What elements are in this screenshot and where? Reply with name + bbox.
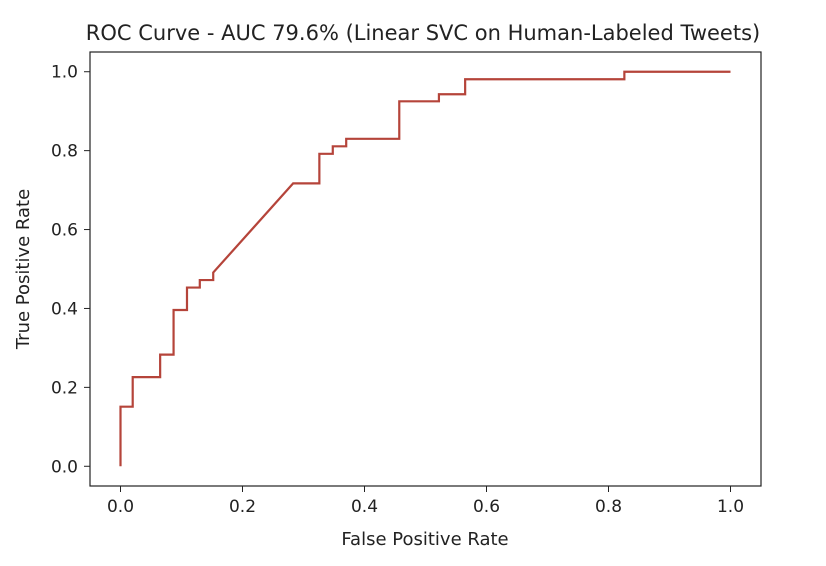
x-tick-label: 0.2 <box>229 497 256 517</box>
y-tick-label: 0.0 <box>51 457 78 477</box>
y-tick-label: 1.0 <box>51 63 78 83</box>
x-tick-label: 0.6 <box>473 497 500 517</box>
y-tick-label: 0.8 <box>51 142 78 162</box>
y-tick-label: 0.6 <box>51 221 78 241</box>
x-tick-label: 1.0 <box>717 497 744 517</box>
x-axis: 0.0 0.2 0.4 0.6 0.8 1.0 <box>107 486 744 517</box>
series-layer <box>119 70 731 467</box>
y-tick-label: 0.2 <box>51 378 78 398</box>
y-axis: 0.0 0.2 0.4 0.6 0.8 1.0 <box>51 63 90 477</box>
x-tick-label: 0.8 <box>595 497 622 517</box>
y-axis-label: True Positive Rate <box>13 189 34 350</box>
chart-title: ROC Curve - AUC 79.6% (Linear SVC on Hum… <box>86 21 760 45</box>
x-tick-label: 0.0 <box>107 497 134 517</box>
x-tick-label: 0.4 <box>351 497 378 517</box>
x-axis-label: False Positive Rate <box>341 529 508 550</box>
roc-curve-line <box>119 70 731 467</box>
plot-area <box>89 51 762 487</box>
y-tick-label: 0.4 <box>51 299 78 319</box>
